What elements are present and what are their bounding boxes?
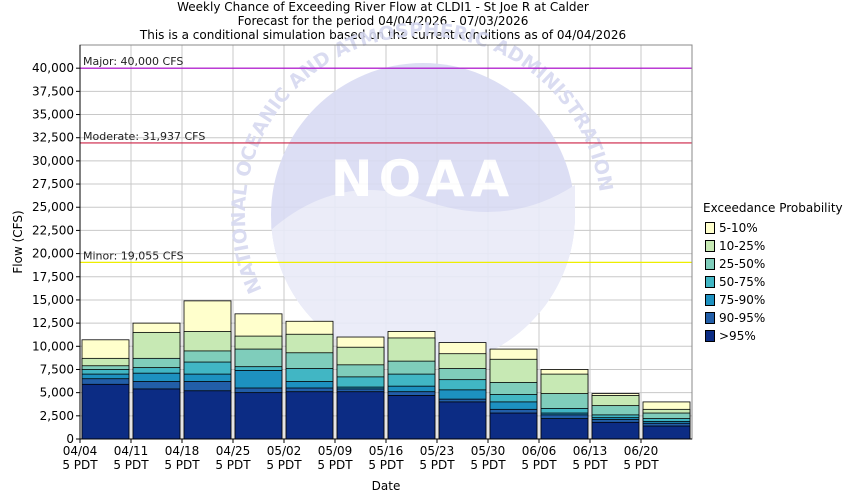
x-tick-sublabel: 5 PDT (572, 458, 608, 472)
legend-label: 90-95% (719, 311, 766, 325)
x-tick-sublabel: 5 PDT (317, 458, 353, 472)
legend-swatch (705, 258, 715, 270)
y-tick-label: 35,000 (32, 108, 74, 122)
y-tick-label: 22,500 (32, 223, 74, 237)
bar-segment (489, 412, 538, 440)
threshold-label: Moderate: 31,937 CFS (83, 130, 205, 143)
x-tick-sublabel: 5 PDT (623, 458, 659, 472)
legend-label: 5-10% (719, 221, 758, 235)
chart-subtitle-conditions: This is a conditional simulation based o… (139, 28, 627, 42)
legend-label: 10-25% (719, 239, 766, 253)
legend-swatch (705, 312, 715, 324)
legend-items: 5-10% 10-25% 25-50% 50-75% 75-90% 90-95% >95% (703, 219, 843, 345)
bar-segment (591, 421, 640, 440)
legend-label: 75-90% (719, 293, 766, 307)
y-tick-label: 20,000 (32, 247, 74, 261)
y-tick-label: 7,500 (40, 362, 74, 376)
y-tick-label: 2,500 (40, 409, 74, 423)
x-tick-label: 04/04 (63, 444, 98, 458)
x-tick-sublabel: 5 PDT (368, 458, 404, 472)
bar-segment (81, 383, 130, 440)
legend: Exceedance Probability 5-10% 10-25% 25-50%… (703, 201, 843, 345)
y-tick-label: 0 (66, 432, 74, 446)
legend-swatch (705, 222, 715, 234)
x-tick-sublabel: 5 PDT (215, 458, 251, 472)
x-tick-sublabel: 5 PDT (266, 458, 302, 472)
x-tick-label: 06/06 (522, 444, 557, 458)
noaa-logo-text: NOAA (331, 150, 515, 208)
bar-segment (132, 388, 181, 440)
x-tick-sublabel: 5 PDT (419, 458, 455, 472)
legend-item: 10-25% (705, 237, 843, 255)
legend-item: 75-90% (705, 291, 843, 309)
legend-swatch (705, 276, 715, 288)
bar-segment (387, 395, 436, 440)
chart-title: Weekly Chance of Exceeding River Flow at… (177, 0, 589, 14)
chart-subtitle: Forecast for the period 04/04/2026 - 07/… (237, 14, 529, 28)
x-tick-sublabel: 5 PDT (470, 458, 506, 472)
y-axis-label: Flow (CFS) (11, 210, 25, 273)
threshold-label: Minor: 19,055 CFS (83, 249, 184, 262)
x-tick-label: 05/09 (318, 444, 353, 458)
legend-item: 90-95% (705, 309, 843, 327)
bar-segment (540, 418, 589, 440)
y-tick-label: 40,000 (32, 61, 74, 75)
x-tick-sublabel: 5 PDT (62, 458, 98, 472)
legend-swatch (705, 330, 715, 342)
x-tick-label: 06/13 (573, 444, 608, 458)
y-tick-label: 5,000 (40, 386, 74, 400)
legend-label: 25-50% (719, 257, 766, 271)
axes: 0 2,500 5,000 7,500 10,000 12,500 15,000 17,500… (32, 45, 692, 472)
x-tick-label: 04/25 (216, 444, 251, 458)
noaa-logo-wave (271, 185, 575, 367)
legend-item: 5-10% (705, 219, 843, 237)
bar-segment (438, 401, 487, 440)
x-tick-label: 04/18 (165, 444, 200, 458)
x-axis-label: Date (372, 479, 401, 493)
x-tick-label: 06/20 (624, 444, 659, 458)
legend-item: 50-75% (705, 273, 843, 291)
y-tick-label: 17,500 (32, 270, 74, 284)
x-tick-label: 04/11 (114, 444, 149, 458)
y-tick-label: 27,500 (32, 177, 74, 191)
legend-item: 25-50% (705, 255, 843, 273)
bar-segment (285, 391, 334, 440)
y-tick-label: 30,000 (32, 154, 74, 168)
noaa-watermark: NOAA NATIONAL OCEANIC AND ATMOSPHERIC AD… (228, 19, 617, 367)
legend-title: Exceedance Probability (703, 201, 843, 215)
bar-segment (183, 390, 232, 440)
x-tick-label: 05/23 (420, 444, 455, 458)
legend-label: 50-75% (719, 275, 766, 289)
x-tick-sublabel: 5 PDT (521, 458, 557, 472)
x-tick-label: 05/02 (267, 444, 302, 458)
bar-segment (336, 391, 385, 440)
y-tick-label: 15,000 (32, 293, 74, 307)
bar-segment (642, 425, 691, 440)
threshold-label: Major: 40,000 CFS (83, 55, 183, 68)
legend-swatch (705, 240, 715, 252)
x-tick-label: 05/16 (369, 444, 404, 458)
x-tick-sublabel: 5 PDT (113, 458, 149, 472)
y-tick-label: 32,500 (32, 131, 74, 145)
y-tick-label: 12,500 (32, 316, 74, 330)
legend-item: >95% (705, 327, 843, 345)
x-tick-label: 05/30 (471, 444, 506, 458)
x-tick-sublabel: 5 PDT (164, 458, 200, 472)
legend-label: >95% (719, 329, 756, 343)
y-tick-label: 10,000 (32, 339, 74, 353)
y-tick-label: 25,000 (32, 200, 74, 214)
legend-swatch (705, 294, 715, 306)
bar-segment (234, 392, 283, 440)
flood-thresholds: Major: 40,000 CFS Moderate: 31,937 CFS Min… (80, 55, 692, 263)
y-tick-label: 37,500 (32, 84, 74, 98)
